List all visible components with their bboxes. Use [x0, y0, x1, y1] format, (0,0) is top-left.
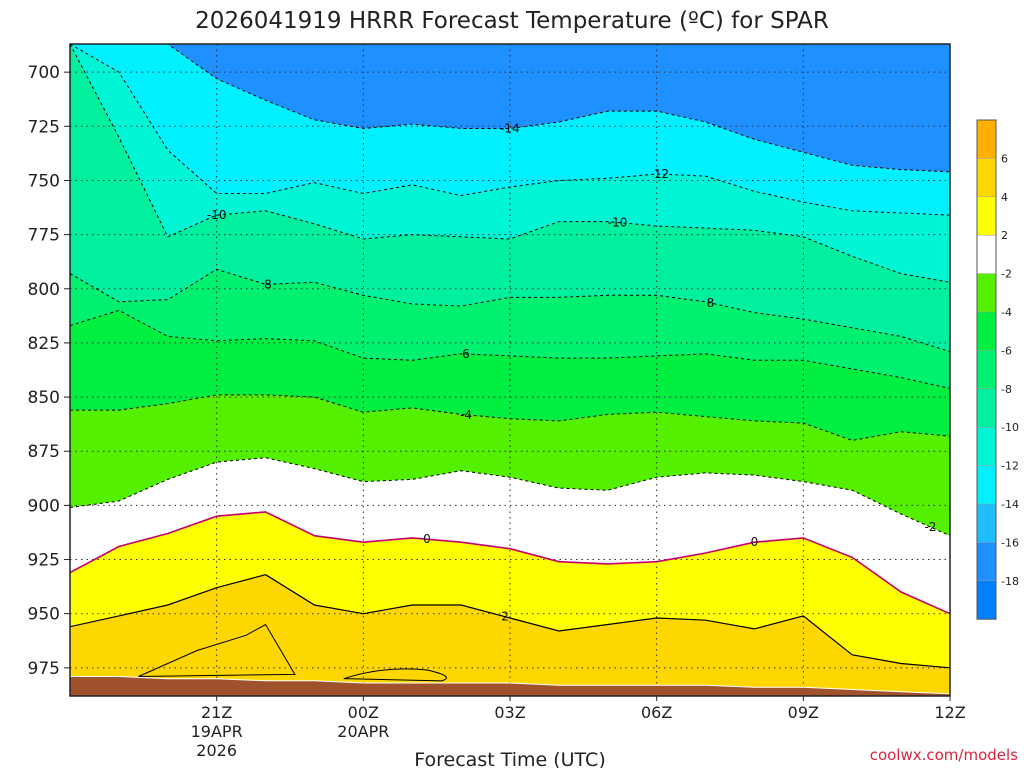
x-axis-label: Forecast Time (UTC) [414, 749, 605, 768]
grid-lines [70, 44, 950, 696]
colorbar-label--10: -10 [1001, 421, 1019, 434]
isotherm-line-minus-14 [70, 44, 950, 173]
colorbar-label--6: -6 [1001, 344, 1012, 357]
isotherm-line-minus-2 [70, 457, 950, 537]
x-tick-label-06Z: 06Z [641, 703, 672, 722]
colorbar-swatch [977, 542, 996, 581]
band-4-to-6 [138, 623, 296, 678]
y-tick-label-725: 725 [28, 117, 60, 137]
x-tick-date-21Z: 19APR [191, 722, 243, 741]
y-tick-label-975: 975 [28, 659, 60, 679]
isotherm-label-0-b: 0 [751, 535, 759, 549]
colorbar-swatch [977, 504, 996, 543]
isotherm-label-minus-8-b: 8 [264, 277, 272, 291]
chart-title: 2026041919 HRRR Forecast Temperature (ºC… [195, 8, 829, 34]
terrain-fill [70, 676, 950, 696]
x-tick-year-21Z: 2026 [196, 741, 237, 760]
colorbar-label-6: 6 [1001, 152, 1008, 165]
colorbar-label--16: -16 [1001, 536, 1019, 549]
colorbar-label-2: 2 [1001, 229, 1008, 242]
colorbar-label--4: -4 [1001, 306, 1012, 319]
colorbar-swatch [977, 580, 996, 620]
y-tick-label-875: 875 [28, 442, 60, 462]
colorbar-swatch [977, 273, 996, 312]
colorbar-swatch [977, 465, 996, 504]
y-tick-label-750: 750 [28, 171, 60, 191]
colorbar-swatch [977, 196, 996, 236]
x-tick-label-12Z: 12Z [934, 703, 965, 722]
isotherm-label-minus-2: -2 [924, 520, 936, 534]
colorbar-label--12: -12 [1001, 460, 1019, 473]
y-tick-label-925: 925 [28, 551, 60, 571]
isotherm-line-minus-8 [70, 268, 950, 353]
colorbar-swatch [977, 312, 996, 351]
y-tick-label-850: 850 [28, 388, 60, 408]
colorbar-swatch [977, 120, 996, 159]
isotherm-label-minus-12: 12 [654, 167, 669, 181]
isotherm-label-minus-10-b: -10 [207, 208, 227, 222]
isotherm-label-minus-4: -4 [460, 408, 472, 422]
y-tick-label-800: 800 [28, 280, 60, 300]
colorbar-swatch [977, 427, 996, 466]
colorbar-swatch [977, 350, 996, 389]
isotherm-label-minus-8: 8 [707, 296, 715, 310]
colorbar-label--2: -2 [1001, 268, 1012, 281]
isotherm-label-minus-10: -10 [608, 215, 628, 229]
isotherm-label-2: 2 [501, 610, 509, 624]
isotherm-lines [70, 44, 950, 669]
y-axis: 700 725 750 775 800 825 850 875 900 925 950 975 [28, 63, 70, 679]
y-tick-label-775: 775 [28, 226, 60, 246]
colorbar-swatch [977, 235, 996, 274]
y-tick-label-900: 900 [28, 496, 60, 516]
isotherm-label-0: 0 [423, 532, 431, 546]
isotherm-line-minus-12 [70, 44, 950, 216]
y-tick-label-700: 700 [28, 63, 60, 83]
colorbar-label--8: -8 [1001, 383, 1012, 396]
credit-link[interactable]: coolwx.com/models [870, 746, 1018, 764]
temperature-fills [70, 44, 950, 696]
x-tick-label-09Z: 09Z [788, 703, 819, 722]
y-tick-label-825: 825 [28, 334, 60, 354]
plot-area: -14 12 -10 8 6 -4 -2 0 2 -10 8 0 [70, 44, 950, 696]
x-tick-date-00Z: 20APR [337, 722, 389, 741]
ground-surface [70, 676, 950, 696]
colorbar-frame [976, 119, 997, 620]
colorbar-label--18: -18 [1001, 575, 1019, 588]
isotherm-label-minus-14: -14 [500, 121, 520, 135]
colorbar-legend: 6 4 2 -2 -4 -6 -8 -10 -12 -14 -16 -18 [976, 119, 1019, 620]
isotherm-line-minus-6 [70, 309, 950, 389]
colorbar-swatch [977, 388, 996, 428]
x-tick-label-00Z: 00Z [348, 703, 379, 722]
isotherm-line-0 [70, 511, 950, 615]
y-tick-label-950: 950 [28, 605, 60, 625]
x-tick-label-21Z: 21Z [201, 703, 232, 722]
colorbar-label-4: 4 [1001, 191, 1008, 204]
x-tick-label-03Z: 03Z [494, 703, 525, 722]
isotherm-line-2 [70, 574, 950, 669]
isotherm-2-island [343, 668, 447, 682]
colorbar-swatch [977, 158, 996, 197]
colorbar-label--14: -14 [1001, 498, 1019, 511]
isotherm-line-minus-4 [70, 394, 950, 441]
isotherm-labels: -14 12 -10 8 6 -4 -2 0 2 -10 8 0 [207, 121, 937, 624]
isotherm-line-minus-10 [70, 44, 950, 283]
isotherm-label-minus-6: 6 [462, 347, 470, 361]
